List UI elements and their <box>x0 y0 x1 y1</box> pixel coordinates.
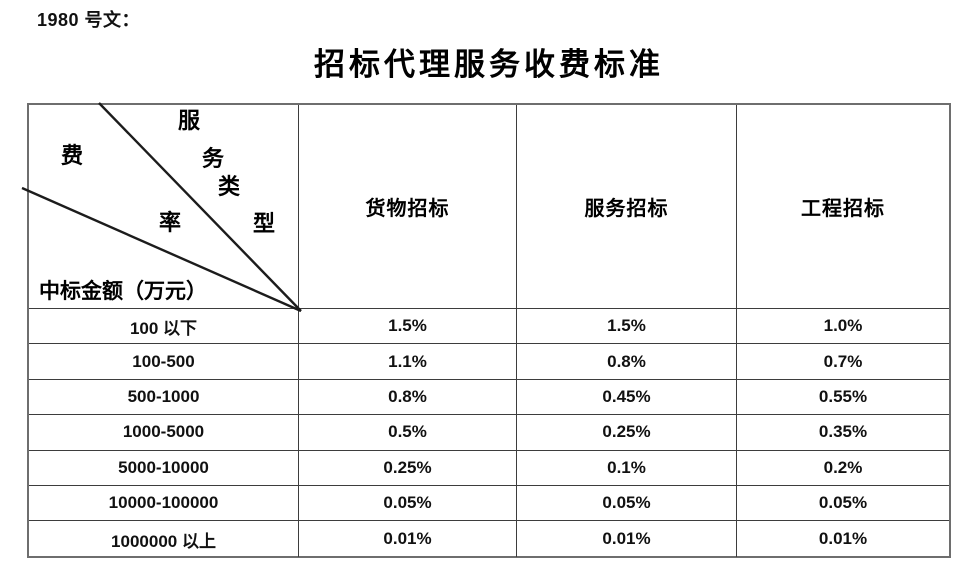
doc-number: 1980 号文： <box>37 10 141 30</box>
fee-rate-cell: 0.5% <box>299 415 517 451</box>
amount-range-cell: 500-1000 <box>29 379 299 416</box>
corner-amount-label: 中标金额（万元） <box>39 279 207 303</box>
fee-standard-table: 服 务 类 型 费 率 中标金额（万元） 货物招标 服务招标 工程招标 100 … <box>21 102 951 558</box>
fee-rate-cell: 0.05% <box>299 485 517 522</box>
fee-rate-cell: 0.8% <box>517 344 737 380</box>
corner-rate-char: 率 <box>158 210 182 235</box>
fee-rate-cell: 0.05% <box>517 485 737 522</box>
fee-rate-cell: 0.8% <box>299 379 517 416</box>
fee-rate-cell: 1.0% <box>737 309 949 345</box>
fee-rate-cell: 0.7% <box>737 344 949 380</box>
fee-rate-cell: 0.25% <box>299 450 517 486</box>
amount-range-cell: 100 以下 <box>29 309 299 345</box>
fee-rate-cell: 0.2% <box>737 451 949 486</box>
page-title: 招标代理服务收费标准 <box>314 47 664 82</box>
fee-rate-cell: 1.1% <box>299 344 517 380</box>
amount-range-cell: 100-500 <box>29 344 299 380</box>
col-header-goods: 货物招标 <box>299 105 517 309</box>
fee-rate-cell: 0.01% <box>299 521 517 557</box>
fee-rate-cell: 0.01% <box>517 521 737 557</box>
corner-service-type-char-3: 类 <box>217 174 241 199</box>
col-header-engineering: 工程招标 <box>737 105 949 309</box>
fee-rate-cell: 1.5% <box>299 309 517 345</box>
corner-fee-char: 费 <box>60 143 84 168</box>
amount-range-cell: 10000-100000 <box>29 485 299 522</box>
fee-rate-cell: 0.01% <box>818 529 868 549</box>
amount-range-cell: 1000-5000 <box>29 415 299 451</box>
amount-range-cell: 5000-10000 <box>29 450 299 486</box>
fee-rate-cell: 1.5% <box>517 309 737 345</box>
fee-rate-cell: 0.05% <box>737 486 949 522</box>
fee-rate-cell: 0.35% <box>737 415 949 451</box>
corner-header-cell: 服 务 类 型 费 率 中标金额（万元） <box>21 102 302 313</box>
amount-range-cell: 1000000 以上 <box>29 521 299 557</box>
corner-service-type-char-1: 服 <box>177 108 201 133</box>
fee-rate-cell: 0.55% <box>737 380 949 416</box>
fee-rate-cell: 0.25% <box>517 415 737 451</box>
corner-service-type-char-4: 型 <box>252 211 276 236</box>
fee-rate-cell: 0.45% <box>517 379 737 416</box>
corner-service-type-char-2: 务 <box>201 146 225 171</box>
fee-rate-cell: 0.1% <box>517 450 737 486</box>
col-header-service: 服务招标 <box>517 105 737 309</box>
